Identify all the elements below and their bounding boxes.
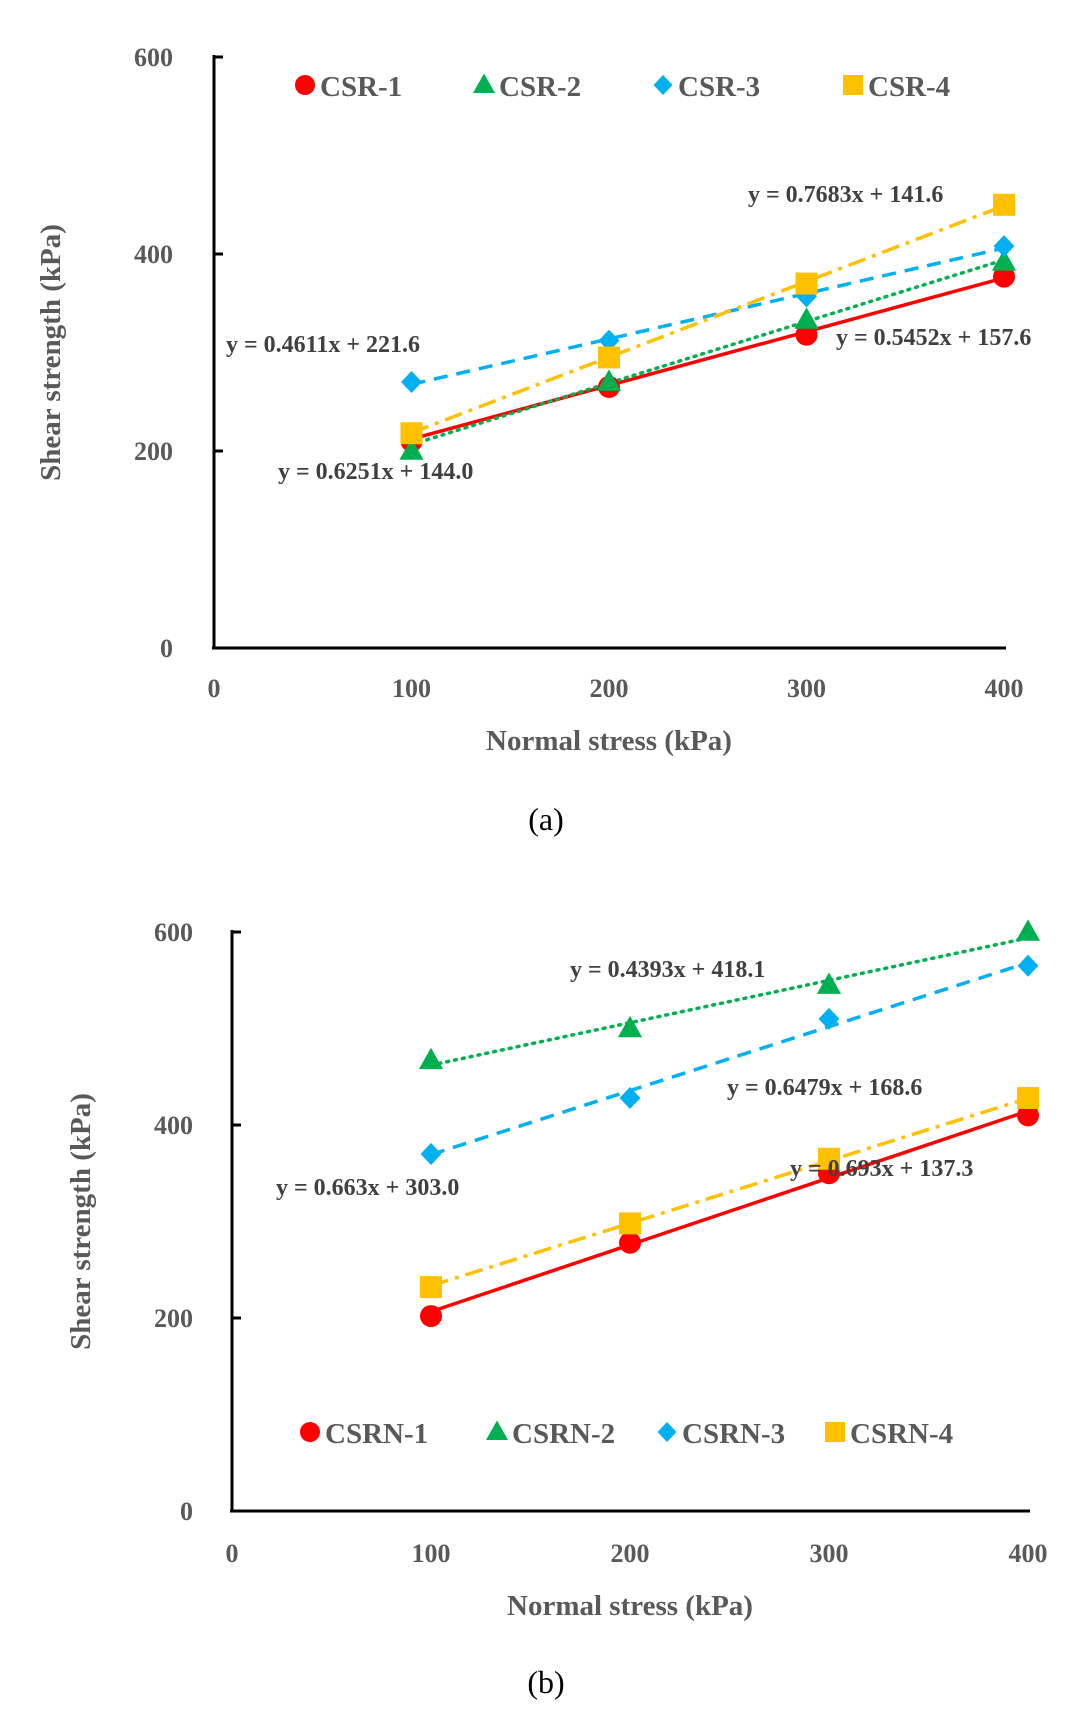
- data-point-csr-4: [795, 272, 818, 295]
- legend-label-csr-4: CSR-4: [868, 71, 950, 103]
- x-tick-label: 100: [392, 674, 431, 703]
- x-tick-label: 200: [611, 1539, 650, 1568]
- x-tick-label: 100: [412, 1539, 451, 1568]
- legend-label-csrn-3: CSRN-3: [682, 1418, 785, 1450]
- y-tick-label: 200: [154, 1304, 193, 1333]
- data-point-csr-3: [993, 235, 1015, 258]
- legend-label-csrn-1: CSRN-1: [325, 1418, 428, 1450]
- trendline-csr-1: [411, 276, 1005, 441]
- trendline-csr-4: [410, 204, 1005, 435]
- y-axis-title: Shear strength (kPa): [35, 224, 67, 481]
- data-point-csrn-4: [818, 1147, 840, 1170]
- trendline-equation: y = 0.6479x + 168.6: [727, 1075, 922, 1101]
- legend: CSR-1 CSR-2 CSR-3 CSR-4: [295, 71, 950, 103]
- data-point-csrn-1: [1017, 1104, 1039, 1127]
- data-point-csr-4: [598, 346, 620, 369]
- trendline-equation: y = 0.6251x + 144.0: [278, 459, 473, 485]
- trendline-csr-3: [411, 246, 1005, 387]
- figure-caption: (b): [527, 1664, 564, 1700]
- x-tick-label: 400: [985, 674, 1024, 703]
- data-point-csr-1: [993, 265, 1015, 288]
- y-tick-label: 600: [134, 43, 173, 72]
- x-tick-label: 0: [208, 674, 221, 703]
- data-point-csrn-2: [617, 1015, 643, 1038]
- legend-label-csrn-4: CSRN-4: [850, 1418, 953, 1450]
- trendline-equation: y = 0.693x + 137.3: [790, 1156, 973, 1182]
- x-tick-label: 300: [810, 1539, 849, 1568]
- data-point-csrn-2: [418, 1047, 444, 1070]
- x-tick-label: 400: [1009, 1539, 1048, 1568]
- y-tick-label: 400: [154, 1111, 193, 1140]
- data-point-csrn-2: [816, 972, 842, 994]
- data-point-csrn-4: [1017, 1086, 1039, 1109]
- trendline-equation: y = 0.4393x + 418.1: [570, 957, 765, 983]
- x-tick-label: 300: [787, 674, 826, 703]
- trendline-csrn-2: [429, 936, 1030, 1067]
- data-point-csr-2: [794, 307, 819, 329]
- trendline-csr-2: [409, 258, 1006, 447]
- trendline-equation: y = 0.7683x + 141.6: [748, 182, 943, 208]
- data-point-csr-2: [991, 249, 1017, 271]
- data-point-csrn-4: [420, 1276, 442, 1299]
- data-point-csrn-2: [1015, 919, 1041, 941]
- legend-marker-csrn-4: [825, 1422, 845, 1442]
- x-axis-title: Normal stress (kPa): [486, 725, 732, 757]
- data-point-csr-2: [596, 369, 622, 391]
- y-tick-label: 200: [134, 437, 173, 466]
- y-tick-label: 400: [134, 240, 173, 269]
- legend-marker-csrn-3: [657, 1422, 677, 1442]
- data-point-csrn-3: [420, 1142, 442, 1165]
- data-point-csr-1: [795, 323, 818, 346]
- data-point-csr-3: [401, 371, 422, 394]
- figure-caption: (a): [528, 801, 564, 837]
- trendline-equation: y = 0.663x + 303.0: [276, 1175, 459, 1201]
- data-point-csrn-3: [818, 1007, 840, 1030]
- legend-label-csr-1: CSR-1: [320, 71, 402, 103]
- legend-marker-csr-3: [653, 75, 673, 95]
- trendline-equation: y = 0.4611x + 221.6: [226, 332, 420, 358]
- y-axis-title: Shear strength (kPa): [65, 1093, 97, 1350]
- legend-label-csr-3: CSR-3: [678, 71, 760, 103]
- data-point-csrn-3: [619, 1086, 641, 1109]
- legend-marker-csrn-1: [300, 1422, 320, 1442]
- trendline-csrn-4: [430, 1096, 1029, 1288]
- y-tick-label: 0: [180, 1497, 193, 1526]
- x-tick-label: 0: [226, 1539, 239, 1568]
- x-axis-title: Normal stress (kPa): [507, 1590, 753, 1622]
- data-point-csr-4: [993, 193, 1015, 216]
- data-point-csr-2: [399, 438, 424, 460]
- data-point-csrn-1: [619, 1231, 641, 1254]
- data-point-csr-4: [400, 422, 423, 445]
- legend-marker-csr-4: [843, 75, 863, 95]
- legend-label-csr-2: CSR-2: [499, 71, 581, 103]
- trendline-csrn-3: [430, 961, 1029, 1157]
- chart-a: 0 200 400 600 0 100 200 300 400 Normal stress (kP…: [35, 43, 1031, 837]
- data-point-csr-3: [598, 329, 620, 352]
- legend-marker-csr-1: [295, 75, 315, 95]
- legend-marker-csrn-2: [486, 1420, 508, 1440]
- legend-marker-csr-2: [473, 73, 495, 93]
- trendline-equation: y = 0.5452x + 157.6: [836, 325, 1031, 351]
- legend: CSRN-1 CSRN-2 CSRN-3 CSRN-4: [300, 1418, 953, 1450]
- data-point-csrn-3: [1017, 954, 1039, 977]
- data-point-csrn-4: [619, 1212, 641, 1235]
- legend-label-csrn-2: CSRN-2: [512, 1418, 615, 1450]
- y-tick-label: 0: [160, 634, 173, 663]
- x-tick-label: 200: [590, 674, 629, 703]
- y-tick-label: 600: [154, 918, 193, 947]
- chart-b: 0 200 400 600 0 100 200 300 400 Normal stress (kP…: [65, 918, 1048, 1700]
- data-point-csrn-1: [420, 1305, 442, 1328]
- trendline-csrn-1: [430, 1109, 1029, 1314]
